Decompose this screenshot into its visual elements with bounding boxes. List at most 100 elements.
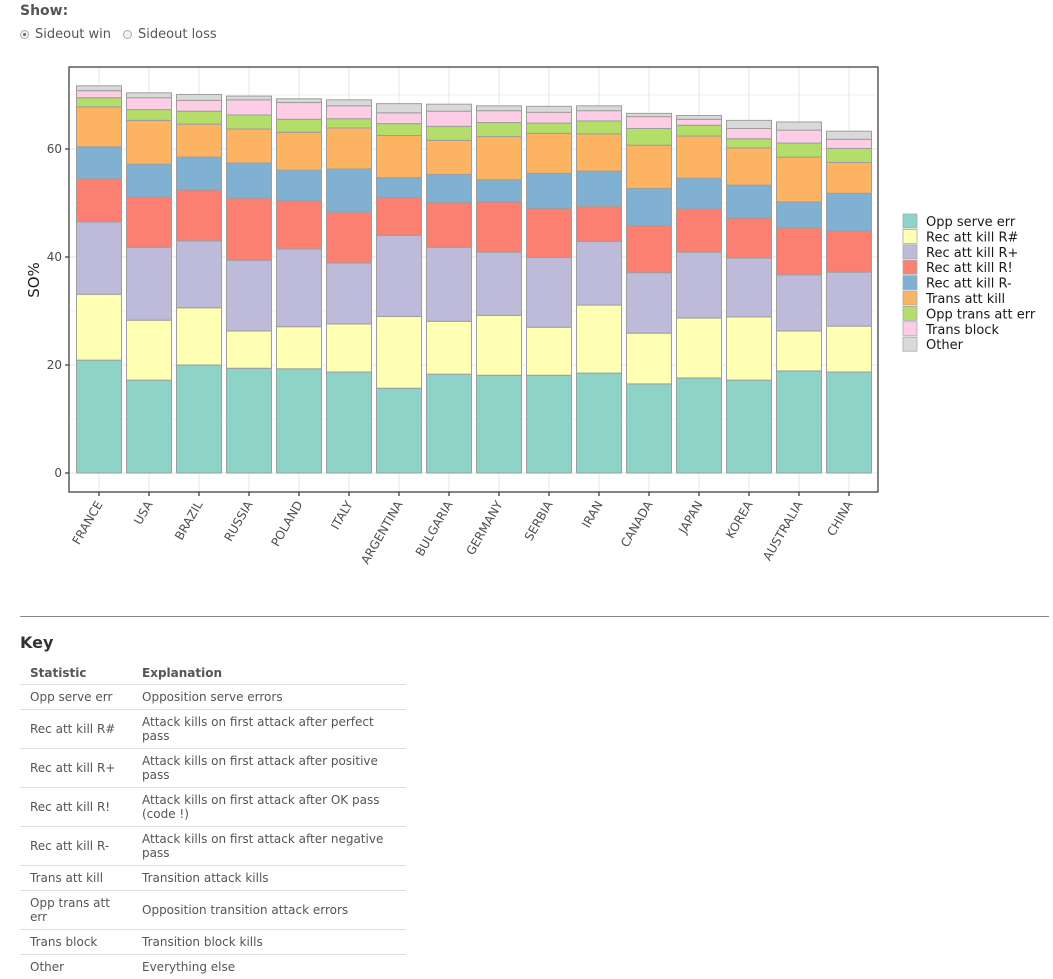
key-statistic: Opp serve err xyxy=(20,685,132,710)
bar-segment-rec-att-kill-r- xyxy=(127,164,172,197)
legend-item: Rec att kill R# xyxy=(903,229,1018,245)
bar-segment-other xyxy=(427,104,472,111)
x-tick-label: IRAN xyxy=(579,499,605,531)
bar-segment-rec-att-kill-r- xyxy=(327,263,372,324)
bar-segment-rec-att-kill-r- xyxy=(727,258,772,317)
bar-segment-rec-att-kill-r- xyxy=(777,331,822,371)
bar-segment-rec-att-kill-r- xyxy=(527,173,572,208)
bar-segment-trans-att-kill xyxy=(77,107,122,147)
bar-segment-rec-att-kill-r- xyxy=(177,190,222,241)
bar-segment-other xyxy=(177,94,222,100)
bar-segment-opp-serve-err xyxy=(577,373,622,473)
x-tick-label: ITALY xyxy=(328,498,356,532)
bar-segment-rec-att-kill-r- xyxy=(127,247,172,320)
bar-segment-trans-block xyxy=(677,119,722,125)
bar-segment-opp-serve-err xyxy=(227,368,272,473)
bar-segment-rec-att-kill-r- xyxy=(277,249,322,327)
bar-segment-rec-att-kill-r- xyxy=(277,170,322,201)
bar-segment-trans-att-kill xyxy=(377,136,422,178)
key-explanation: Opposition transition attack errors xyxy=(132,891,406,930)
bar-segment-trans-block xyxy=(827,139,872,148)
bar-segment-rec-att-kill-r- xyxy=(377,178,422,198)
key-explanation: Attack kills on first attack after negat… xyxy=(132,827,406,866)
bar-segment-rec-att-kill-r- xyxy=(777,228,822,275)
key-statistic: Opp trans att err xyxy=(20,891,132,930)
bar-segment-opp-trans-att-err xyxy=(677,125,722,136)
bar-stack-russia xyxy=(227,96,272,473)
legend-item: Trans att kill xyxy=(903,291,1005,307)
radio-sideout-win[interactable]: Sideout win xyxy=(20,27,111,42)
legend-label: Rec att kill R! xyxy=(926,261,1013,276)
bar-segment-rec-att-kill-r- xyxy=(277,327,322,369)
bar-segment-trans-block xyxy=(477,111,522,123)
legend-swatch xyxy=(903,214,917,228)
bar-segment-rec-att-kill-r- xyxy=(577,171,622,206)
key-explanation: Attack kills on first attack after posit… xyxy=(132,749,406,788)
x-tick-label: CHINA xyxy=(824,498,856,539)
y-tick-label: 40 xyxy=(47,250,62,264)
radio-button-unchecked-icon[interactable] xyxy=(123,30,132,39)
bar-segment-rec-att-kill-r- xyxy=(427,202,472,247)
legend-label: Trans att kill xyxy=(925,292,1005,307)
bar-segment-trans-block xyxy=(627,117,672,129)
legend-item: Rec att kill R+ xyxy=(903,245,1018,261)
key-explanation: Everything else xyxy=(132,955,406,979)
key-statistic: Rec att kill R! xyxy=(20,788,132,827)
section-divider xyxy=(20,616,1049,617)
bar-segment-rec-att-kill-r- xyxy=(227,163,272,198)
x-tick-label: POLAND xyxy=(268,499,305,549)
bar-segment-rec-att-kill-r- xyxy=(677,252,722,318)
bar-segment-rec-att-kill-r- xyxy=(77,179,122,222)
bar-segment-opp-serve-err xyxy=(477,375,522,473)
bar-segment-rec-att-kill-r- xyxy=(427,174,472,202)
bar-segment-other xyxy=(127,93,172,98)
bar-segment-rec-att-kill-r- xyxy=(177,241,222,308)
bar-segment-trans-att-kill xyxy=(127,120,172,164)
bar-segment-rec-att-kill-r- xyxy=(727,218,772,258)
bar-segment-rec-att-kill-r- xyxy=(827,326,872,372)
bar-stack-canada xyxy=(627,113,672,473)
legend-label: Opp trans att err xyxy=(926,307,1036,322)
legend-label: Rec att kill R# xyxy=(926,230,1018,245)
legend-swatch xyxy=(903,291,917,305)
x-tick-label: GERMANY xyxy=(463,498,506,558)
bar-segment-other xyxy=(327,100,372,106)
bar-segment-rec-att-kill-r- xyxy=(777,202,822,228)
bar-stack-korea xyxy=(727,120,772,473)
bar-segment-opp-serve-err xyxy=(627,384,672,473)
y-tick-label: 60 xyxy=(47,142,62,156)
bar-segment-other xyxy=(777,122,822,130)
bar-segment-rec-att-kill-r- xyxy=(177,308,222,365)
key-header-row: Statistic Explanation xyxy=(20,661,406,685)
bar-segment-trans-att-kill xyxy=(327,128,372,169)
radio-sideout-loss[interactable]: Sideout loss xyxy=(123,27,217,42)
bar-segment-rec-att-kill-r- xyxy=(477,252,522,315)
bar-segment-trans-att-kill xyxy=(627,145,672,188)
bar-segment-rec-att-kill-r- xyxy=(277,201,322,249)
bar-stack-brazil xyxy=(177,94,222,473)
x-tick-label: RUSSIA xyxy=(221,498,256,544)
bar-stack-argentina xyxy=(377,104,422,473)
bar-stack-australia xyxy=(777,122,822,473)
bar-segment-trans-block xyxy=(177,100,222,111)
bar-segment-rec-att-kill-r- xyxy=(627,273,672,333)
bar-segment-trans-block xyxy=(377,113,422,124)
x-tick-label: SERBIA xyxy=(522,498,556,543)
bar-segment-opp-serve-err xyxy=(527,375,572,473)
radio-button-checked-icon[interactable] xyxy=(20,30,29,39)
legend-item: Rec att kill R- xyxy=(903,276,1012,292)
key-statistic: Trans block xyxy=(20,930,132,955)
bar-segment-rec-att-kill-r- xyxy=(527,258,572,328)
bar-stack-italy xyxy=(327,100,372,473)
key-explanation: Transition block kills xyxy=(132,930,406,955)
bar-segment-opp-trans-att-err xyxy=(727,139,772,148)
bar-segment-rec-att-kill-r- xyxy=(477,180,522,202)
bar-segment-other xyxy=(677,116,722,120)
bar-segment-trans-att-kill xyxy=(427,140,472,174)
bar-segment-other xyxy=(577,106,622,111)
key-explanation: Attack kills on first attack after OK pa… xyxy=(132,788,406,827)
x-tick-label: JAPAN xyxy=(675,499,705,537)
